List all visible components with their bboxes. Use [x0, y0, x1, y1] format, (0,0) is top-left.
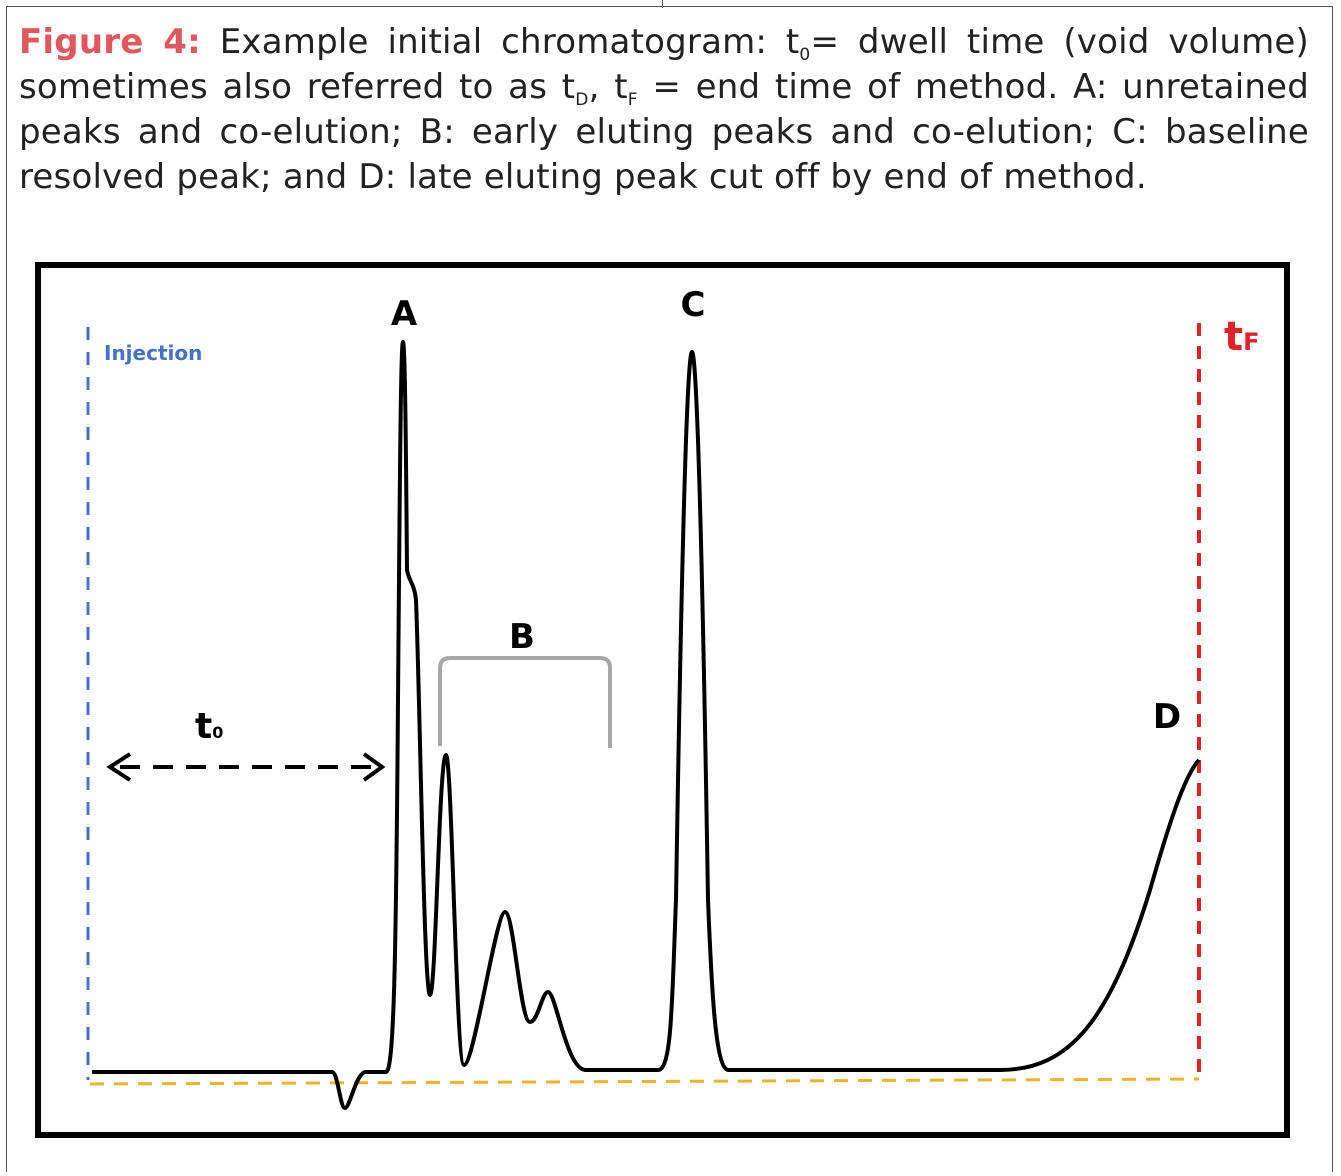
- column-divider-tick: [662, 0, 663, 8]
- figure-border: [6, 6, 1333, 1172]
- baseline-dashed: [89, 1077, 1200, 1086]
- t0-arrow-left-head: [106, 752, 132, 782]
- caption-text-2: = dwell time (void volume) sometimes als…: [19, 22, 1309, 107]
- t0-label: t0: [195, 706, 223, 747]
- figure-label: Figure 4:: [19, 22, 201, 62]
- peak-b-label: B: [509, 617, 535, 657]
- caption-text-1: Example initial chromatogram: t: [200, 22, 800, 62]
- caption-text-4: = end time of method. A: unretained peak…: [19, 67, 1310, 197]
- caption-sub-0: 0: [799, 45, 811, 65]
- tf-label-t: t: [1224, 314, 1243, 360]
- t0-label-t: t: [195, 706, 212, 747]
- t0-label-sub: 0: [212, 723, 223, 742]
- figure-caption: Figure 4: Example initial chromatogram: …: [19, 20, 1309, 200]
- tf-label-sub: F: [1243, 328, 1259, 356]
- peak-b-bracket-path: [438, 656, 612, 748]
- caption-text-3: , t: [588, 67, 628, 107]
- peak-c-label: C: [681, 285, 706, 325]
- caption-sub-f: F: [627, 90, 638, 110]
- peak-a-label: A: [391, 294, 418, 334]
- tf-label: tF: [1224, 314, 1260, 360]
- t0-arrow-right-head: [362, 752, 386, 782]
- plot-frame: [35, 262, 1290, 1138]
- peak-d-label: D: [1153, 697, 1181, 737]
- chromatogram-trace: [92, 340, 1201, 1110]
- caption-sub-d: D: [575, 90, 589, 110]
- injection-label: Injection: [104, 341, 202, 365]
